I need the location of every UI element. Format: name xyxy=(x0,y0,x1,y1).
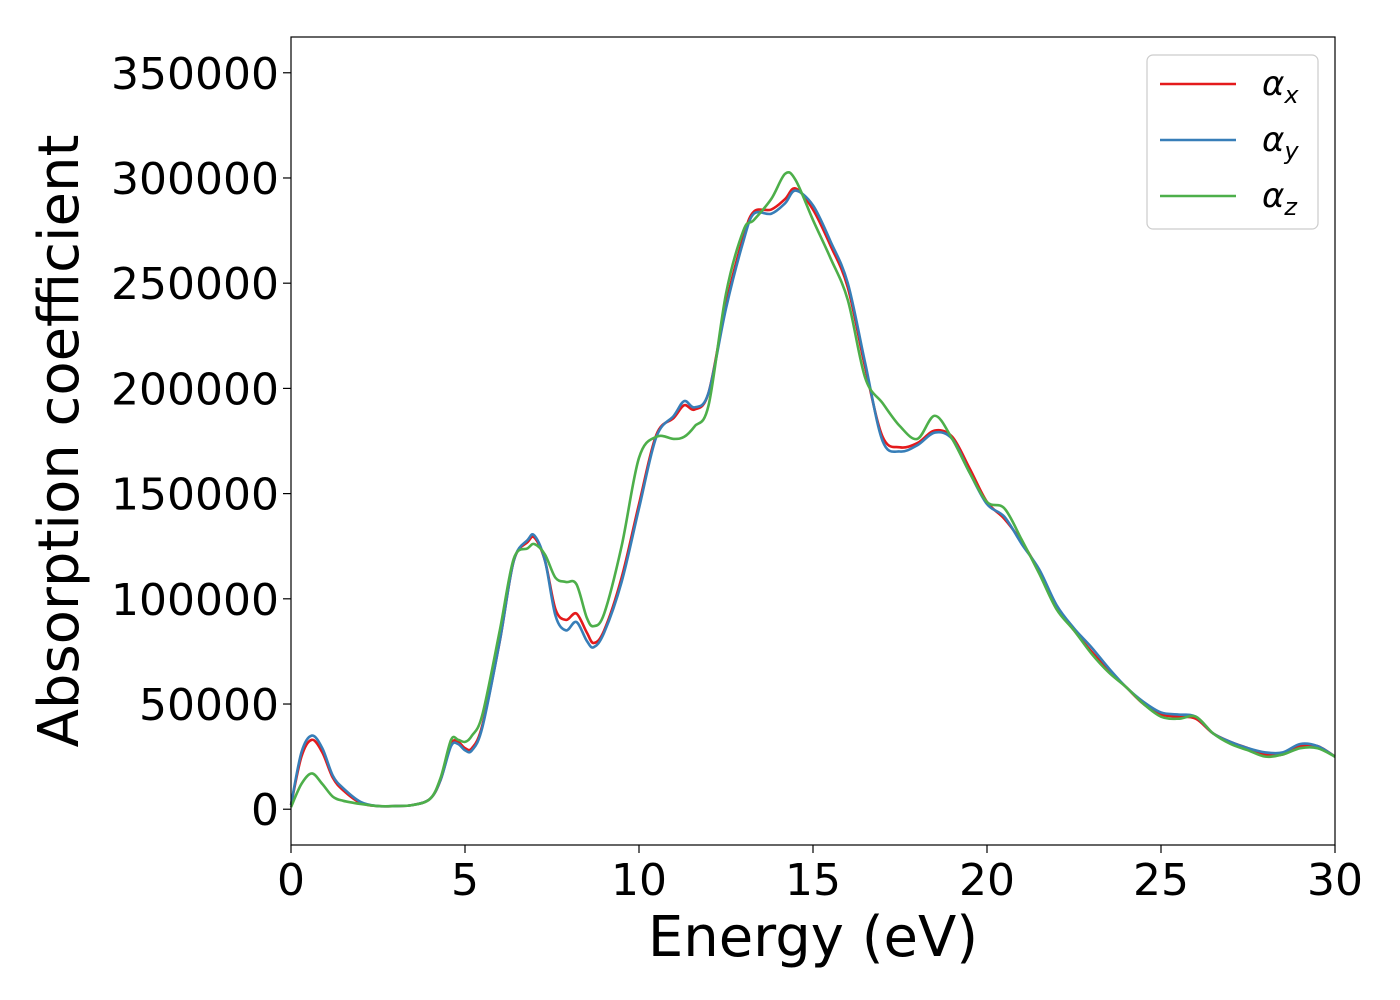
x-tick-label: 30 xyxy=(1307,855,1363,906)
legend: αx αy αz xyxy=(1146,54,1319,230)
y-tick-label: 150000 xyxy=(111,470,279,521)
series-layer xyxy=(289,171,1336,808)
series-line-z xyxy=(289,171,1336,808)
y-tick-label: 200000 xyxy=(111,364,279,415)
legend-label-y: αy xyxy=(1262,120,1299,165)
x-tick-label: 20 xyxy=(959,855,1015,906)
legend-label-x: αx xyxy=(1262,64,1299,109)
legend-box xyxy=(1146,54,1319,230)
x-axis: 0 5 10 15 20 25 30 xyxy=(277,845,1363,906)
y-tick-label: 100000 xyxy=(111,575,279,626)
x-tick-label: 15 xyxy=(785,855,841,906)
y-tick-label: 250000 xyxy=(111,259,279,310)
x-tick-label: 5 xyxy=(451,855,479,906)
y-tick-label: 300000 xyxy=(111,154,279,205)
y-tick-label: 0 xyxy=(251,785,279,836)
y-axis-title: Absorption coefficient xyxy=(27,135,92,748)
y-axis: 0 50000 100000 150000 200000 250000 300000 3500… xyxy=(111,49,291,836)
x-tick-label: 10 xyxy=(611,855,667,906)
x-tick-label: 25 xyxy=(1133,855,1189,906)
y-tick-label: 50000 xyxy=(139,680,279,731)
legend-label-z: αz xyxy=(1262,176,1298,221)
x-tick-label: 0 xyxy=(277,855,305,906)
y-tick-label: 350000 xyxy=(111,49,279,100)
x-axis-title: Energy (eV) xyxy=(648,905,978,970)
